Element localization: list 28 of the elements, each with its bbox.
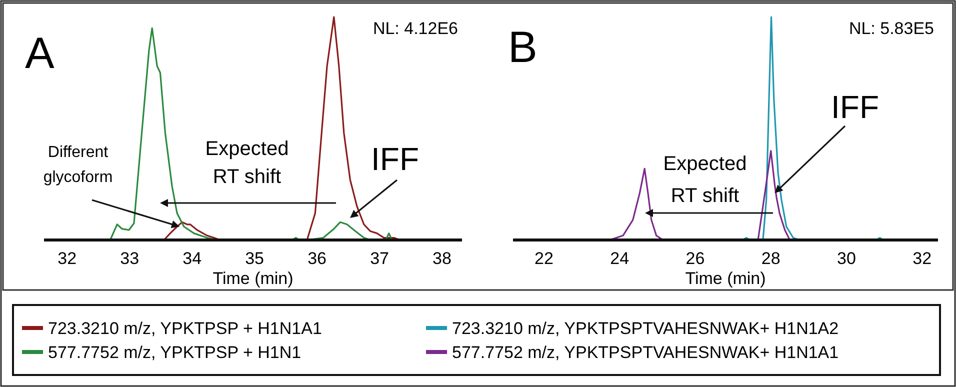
x-tick-label: 28	[761, 249, 780, 268]
annotation: Different glycoform	[43, 144, 113, 186]
x-tick-label: 26	[686, 249, 705, 268]
x-axis-title: Time (min)	[212, 269, 294, 288]
x-tick-label: 24	[610, 249, 630, 268]
x-tick-label: 33	[120, 249, 140, 268]
x-tick-label: 32	[58, 249, 77, 268]
legend-label: 723.3210 m/z, YPKTPSPTVAHESNWAK+ H1N1A2	[452, 319, 839, 338]
x-tick-label: 36	[308, 249, 327, 268]
x-tick-label: 37	[370, 249, 389, 268]
annotation: IFF	[371, 141, 419, 177]
legend-label: 577.7752 m/z, YPKTPSPTVAHESNWAK+ H1N1A1	[452, 343, 839, 362]
annotation: B	[508, 23, 538, 72]
annotation: NL: 5.83E5	[848, 19, 934, 38]
annotation: IFF	[831, 89, 879, 125]
x-tick-label: 35	[245, 249, 264, 268]
x-tick-label: 22	[534, 249, 554, 268]
legend-label: 723.3210 m/z, YPKTPSP + H1N1A1	[48, 319, 322, 338]
annotation: Expected RT shift	[205, 138, 289, 188]
x-tick-label: 32	[912, 249, 932, 268]
annotation: Expected RT shift	[663, 153, 747, 207]
x-tick-label: 38	[432, 249, 452, 268]
x-tick-label: 30	[837, 249, 856, 268]
annotation: A	[25, 29, 55, 78]
x-tick-label: 34	[182, 249, 202, 268]
legend-label: 577.7752 m/z, YPKTPSP + H1N1	[48, 343, 302, 362]
x-axis-title: Time (min)	[685, 269, 766, 288]
annotation: NL: 4.12E6	[372, 19, 458, 38]
